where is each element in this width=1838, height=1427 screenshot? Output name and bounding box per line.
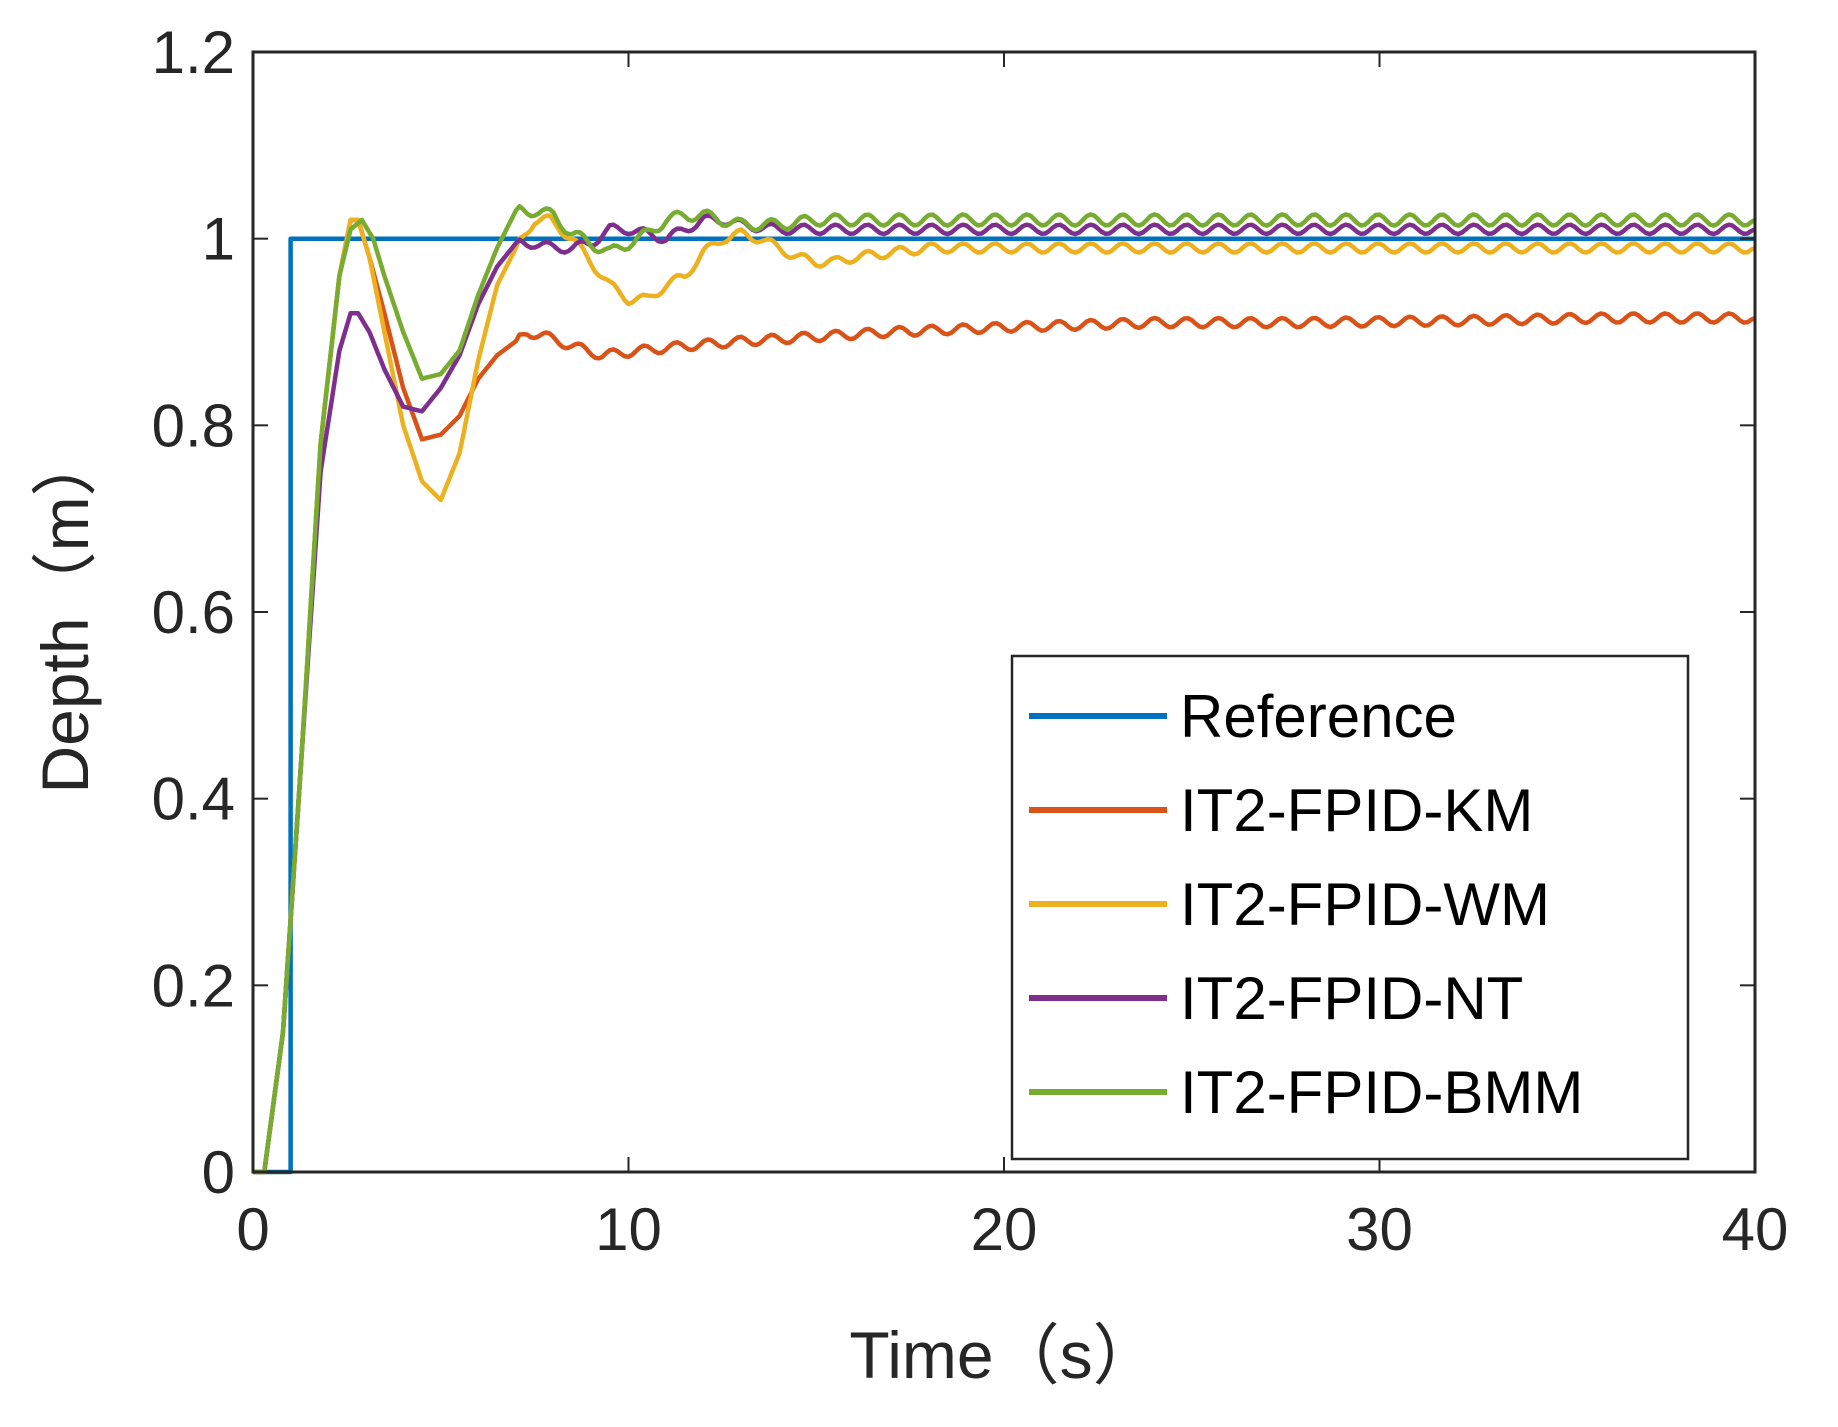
x-tick-label: 10 <box>595 1196 662 1263</box>
legend-label: IT2-FPID-KM <box>1180 777 1533 844</box>
legend-box <box>1010 654 1690 1161</box>
legend-label: Reference <box>1180 683 1457 750</box>
legend-label: IT2-FPID-BMM <box>1180 1059 1583 1126</box>
tick-layer: 0 10 20 30 40 0 0.2 0.4 0.6 0.8 1 1.2 <box>152 19 1789 1263</box>
x-tick-label: 0 <box>236 1196 269 1263</box>
y-tick-label: 0 <box>202 1139 235 1206</box>
y-tick-label: 0.8 <box>152 392 235 459</box>
series-line-it2-fpid-bmm <box>253 203 1757 1175</box>
series-line-it2-fpid-nt <box>253 213 1756 1175</box>
legend-label: IT2-FPID-NT <box>1180 965 1523 1032</box>
x-tick-label: 40 <box>1722 1196 1789 1263</box>
x-axis-title: Time（s） <box>849 1318 1158 1392</box>
series-layer <box>253 203 1757 1175</box>
legend-label: IT2-FPID-WM <box>1180 871 1550 938</box>
y-axis-title: Depth（m） <box>28 430 102 793</box>
series-line-it2-fpid-km <box>253 217 1756 1175</box>
y-tick-label: 0.4 <box>152 766 235 833</box>
y-tick-label: 1.2 <box>152 19 235 86</box>
y-tick-label: 1 <box>202 206 235 273</box>
x-tick-label: 30 <box>1346 1196 1413 1263</box>
y-tick-label: 0.6 <box>152 579 235 646</box>
series-line-it2-fpid-wm <box>253 213 1756 1175</box>
y-tick-label: 0.2 <box>152 952 235 1019</box>
legend: Reference IT2-FPID-KM IT2-FPID-WM IT2-FPID-… <box>1010 654 1690 1161</box>
x-tick-label: 20 <box>971 1196 1038 1263</box>
